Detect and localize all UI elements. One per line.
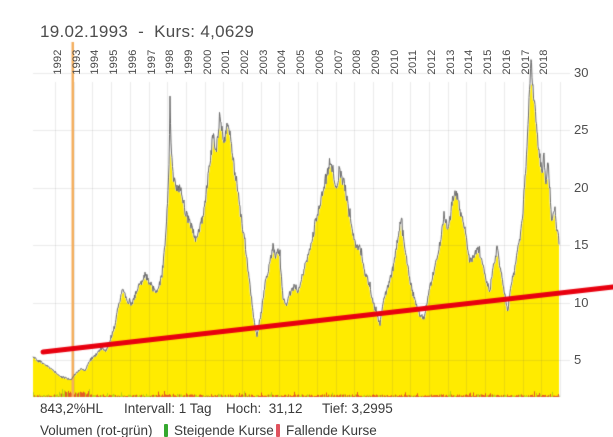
x-axis-year-label: 1999 [182,49,195,75]
x-axis-year-label: 2006 [313,49,326,75]
x-axis-year-label: 2002 [239,49,251,75]
rising-volume-marker-icon [164,424,168,437]
x-axis-year-label: 2000 [201,49,214,75]
y-axis-value-label: 15 [574,237,589,252]
x-axis-year-label: 2014 [463,49,476,75]
x-axis-year-label: 2017 [519,49,532,75]
x-axis-year-label: 1993 [70,49,83,75]
x-axis-year-label: 2008 [351,49,364,75]
x-axis-year-label: 2018 [538,49,551,75]
x-axis-year-label: 2010 [388,49,401,75]
y-axis-value-label: 30 [574,64,589,80]
x-axis-year-label: 2016 [500,49,513,75]
x-axis-year-label: 2004 [276,49,289,75]
x-axis-year-label: 2001 [220,49,233,75]
x-axis-year-label: 1996 [126,49,139,75]
volume-legend-label: Volumen (rot-grün) [40,423,153,437]
y-axis-value-label: 5 [574,352,582,367]
x-axis-year-label: 1992 [52,49,64,75]
x-axis-year-label: 2005 [295,49,308,75]
legend-falling-label: Fallende Kurse [286,423,377,437]
x-axis-year-label: 2003 [257,49,270,75]
x-axis-year-label: 2011 [407,49,420,75]
x-axis-year-label: 2007 [332,49,345,75]
x-axis-year-label: 1997 [145,49,158,75]
x-axis-year-label: 1998 [164,49,177,75]
high-value-label: Hoch: 31,12 [226,401,303,416]
low-value-label: Tief: 3,2995 [322,401,393,416]
chart-date-price-readout: 19.02.1993 - Kurs: 4,0629 [40,22,255,41]
x-axis-year-label: 1994 [89,49,102,75]
price-chart-canvas[interactable] [0,0,613,400]
x-axis-year-label: 2013 [444,49,457,75]
y-axis-value-label: 10 [574,294,589,310]
x-axis-year-label: 2012 [426,49,438,75]
x-axis-year-label: 2015 [482,49,495,75]
interval-label: Intervall: 1 Tag [124,401,212,416]
x-axis-year-label: 1995 [108,49,121,75]
y-axis-value-label: 20 [574,179,589,195]
y-axis-value-label: 25 [574,122,589,137]
change-percent-hl: 843,2%HL [40,401,104,416]
falling-volume-marker-icon [276,424,280,437]
x-axis-year-label: 2009 [369,49,382,75]
legend-rising-label: Steigende Kurse [174,423,274,437]
